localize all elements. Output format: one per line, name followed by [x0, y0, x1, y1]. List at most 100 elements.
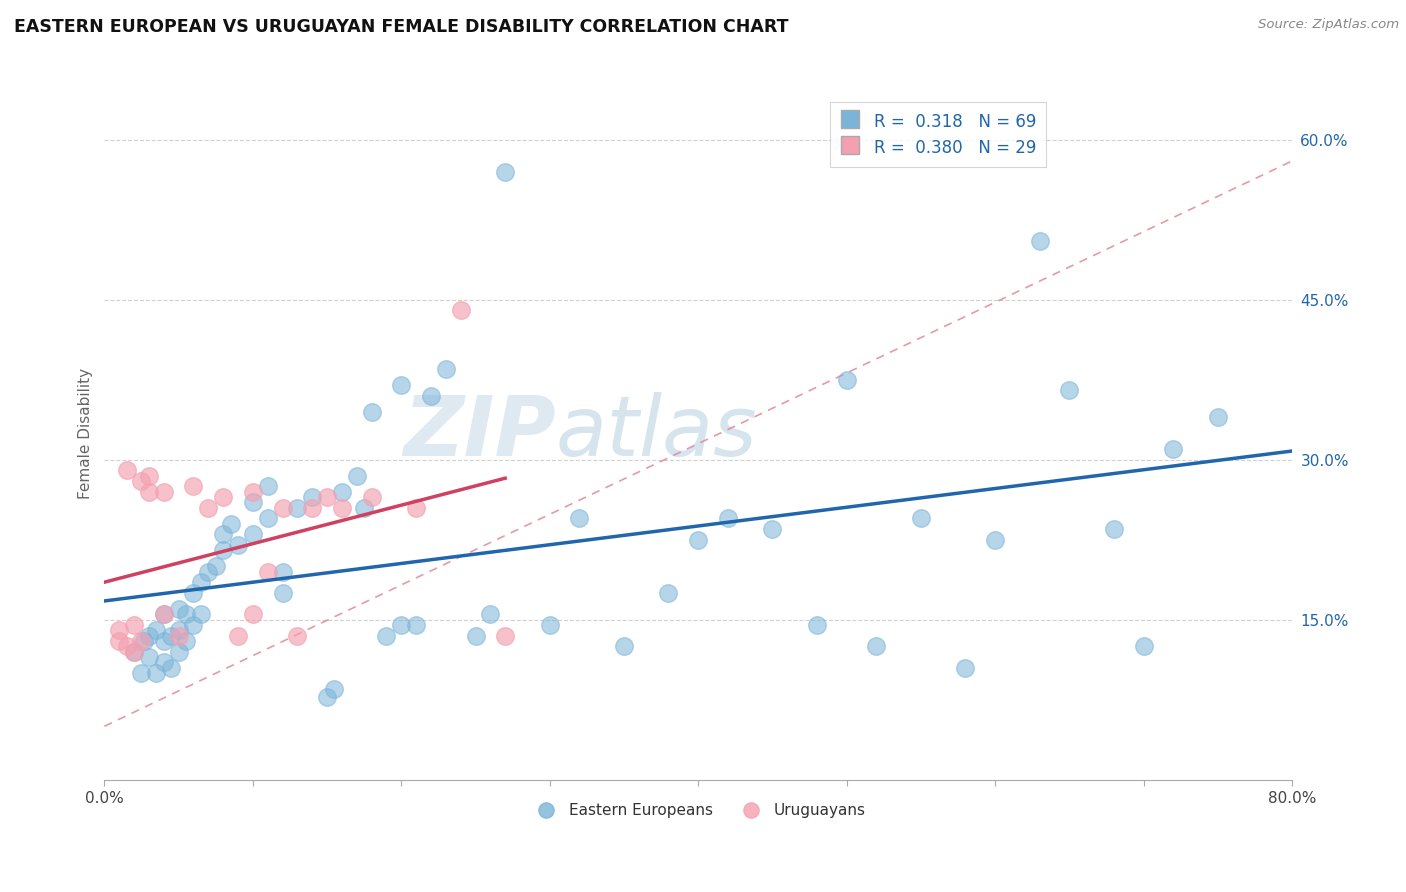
Point	[115, 463, 138, 477]
Point	[174, 634, 197, 648]
Point	[835, 373, 858, 387]
Point	[405, 618, 427, 632]
Point	[1028, 234, 1050, 248]
Point	[910, 511, 932, 525]
Text: ZIP: ZIP	[404, 392, 555, 474]
Point	[242, 484, 264, 499]
Point	[197, 565, 219, 579]
Point	[138, 468, 160, 483]
Point	[190, 607, 212, 622]
Point	[152, 484, 174, 499]
Point	[167, 645, 190, 659]
Point	[330, 500, 353, 515]
Point	[271, 500, 294, 515]
Point	[285, 629, 308, 643]
Point	[174, 607, 197, 622]
Point	[108, 634, 131, 648]
Point	[152, 607, 174, 622]
Point	[134, 634, 156, 648]
Point	[122, 645, 145, 659]
Point	[138, 484, 160, 499]
Point	[167, 624, 190, 638]
Point	[242, 607, 264, 622]
Point	[204, 559, 226, 574]
Point	[420, 389, 443, 403]
Point	[138, 649, 160, 664]
Text: atlas: atlas	[555, 392, 758, 474]
Point	[316, 490, 339, 504]
Point	[955, 660, 977, 674]
Point	[360, 404, 382, 418]
Point	[122, 618, 145, 632]
Point	[323, 681, 346, 696]
Y-axis label: Female Disability: Female Disability	[79, 368, 93, 499]
Point	[108, 624, 131, 638]
Point	[389, 378, 412, 392]
Point	[688, 533, 710, 547]
Point	[183, 618, 205, 632]
Point	[450, 303, 472, 318]
Point	[138, 629, 160, 643]
Point	[160, 629, 183, 643]
Point	[375, 629, 398, 643]
Point	[242, 527, 264, 541]
Point	[285, 500, 308, 515]
Point	[271, 586, 294, 600]
Point	[1206, 409, 1229, 424]
Point	[494, 164, 516, 178]
Point	[131, 634, 153, 648]
Point	[167, 629, 190, 643]
Point	[1059, 384, 1081, 398]
Point	[219, 516, 242, 531]
Point	[717, 511, 740, 525]
Point	[657, 586, 679, 600]
Point	[538, 618, 561, 632]
Point	[434, 362, 457, 376]
Point	[183, 479, 205, 493]
Point	[212, 490, 235, 504]
Point	[1102, 522, 1125, 536]
Point	[152, 634, 174, 648]
Point	[242, 495, 264, 509]
Point	[131, 474, 153, 488]
Point	[613, 640, 636, 654]
Point	[865, 640, 887, 654]
Point	[226, 629, 249, 643]
Point	[197, 500, 219, 515]
Text: EASTERN EUROPEAN VS URUGUAYAN FEMALE DISABILITY CORRELATION CHART: EASTERN EUROPEAN VS URUGUAYAN FEMALE DIS…	[14, 18, 789, 36]
Point	[212, 543, 235, 558]
Text: Source: ZipAtlas.com: Source: ZipAtlas.com	[1258, 18, 1399, 31]
Point	[256, 565, 278, 579]
Point	[131, 665, 153, 680]
Point	[389, 618, 412, 632]
Point	[405, 500, 427, 515]
Point	[256, 479, 278, 493]
Legend: Eastern Europeans, Uruguayans: Eastern Europeans, Uruguayans	[524, 797, 872, 824]
Point	[256, 511, 278, 525]
Point	[167, 602, 190, 616]
Point	[183, 586, 205, 600]
Point	[330, 484, 353, 499]
Point	[301, 490, 323, 504]
Point	[479, 607, 502, 622]
Point	[353, 500, 375, 515]
Point	[122, 645, 145, 659]
Point	[316, 690, 339, 705]
Point	[346, 468, 368, 483]
Point	[806, 618, 828, 632]
Point	[190, 575, 212, 590]
Point	[212, 527, 235, 541]
Point	[152, 655, 174, 669]
Point	[271, 565, 294, 579]
Point	[360, 490, 382, 504]
Point	[494, 629, 516, 643]
Point	[464, 629, 486, 643]
Point	[1132, 640, 1154, 654]
Point	[160, 660, 183, 674]
Point	[761, 522, 783, 536]
Point	[115, 640, 138, 654]
Point	[145, 665, 167, 680]
Point	[226, 538, 249, 552]
Point	[568, 511, 591, 525]
Point	[301, 500, 323, 515]
